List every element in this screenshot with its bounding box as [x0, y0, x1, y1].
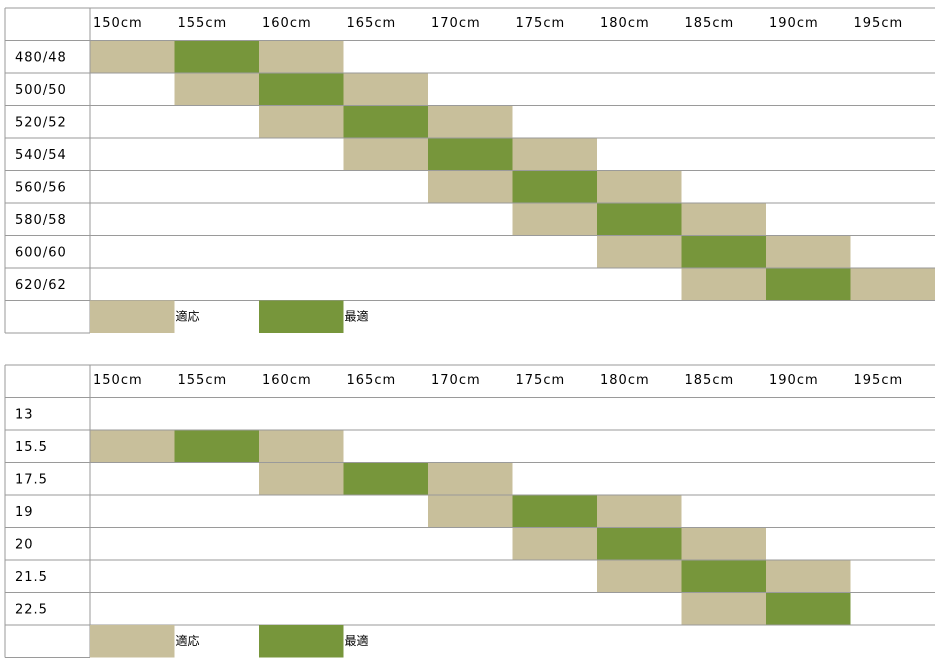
legend-label: 最適 — [345, 308, 369, 323]
row-label: 480/48 — [15, 50, 67, 65]
column-header: 155cm — [178, 16, 228, 31]
fit-cell — [343, 73, 428, 106]
row-label: 22.5 — [15, 602, 48, 617]
legend-label: 適応 — [176, 633, 200, 648]
column-header: 170cm — [431, 16, 481, 31]
fit-cell — [597, 495, 682, 528]
row-label: 540/54 — [15, 148, 67, 163]
fit-cell — [597, 203, 682, 236]
fit-cell — [90, 40, 175, 73]
row-label: 17.5 — [15, 472, 48, 487]
fit-cell — [343, 138, 428, 171]
column-header: 195cm — [854, 16, 904, 31]
fit-cell — [766, 560, 851, 593]
fit-cell — [259, 40, 344, 73]
row-label: 21.5 — [15, 570, 48, 585]
fit-cell — [512, 495, 597, 528]
fit-cell — [766, 592, 851, 625]
row-label: 500/50 — [15, 83, 67, 98]
column-header: 160cm — [262, 16, 312, 31]
column-header: 160cm — [262, 373, 312, 388]
fit-cell — [681, 268, 766, 301]
legend-swatch — [259, 625, 344, 658]
fit-cell — [174, 40, 259, 73]
fit-cell — [259, 105, 344, 138]
column-header: 190cm — [769, 16, 819, 31]
fit-cell — [512, 527, 597, 560]
row-label: 560/56 — [15, 180, 67, 195]
fit-cell — [681, 235, 766, 268]
row-label: 580/58 — [15, 213, 67, 228]
legend-swatch — [90, 300, 175, 333]
row-label: 600/60 — [15, 245, 67, 260]
row-label: 620/62 — [15, 278, 67, 293]
column-header: 165cm — [347, 373, 397, 388]
fit-cell — [850, 268, 935, 301]
column-header: 185cm — [685, 373, 735, 388]
column-header: 190cm — [769, 373, 819, 388]
fit-cell — [512, 170, 597, 203]
fit-cell — [174, 73, 259, 106]
fit-cell — [766, 268, 851, 301]
fit-cell — [597, 527, 682, 560]
fit-cell — [681, 560, 766, 593]
fit-cell — [597, 560, 682, 593]
column-header: 150cm — [93, 16, 143, 31]
legend-swatch — [90, 625, 175, 658]
row-label: 520/52 — [15, 115, 67, 130]
column-header: 175cm — [516, 16, 566, 31]
legend-swatch — [259, 300, 344, 333]
legend-label: 最適 — [345, 633, 369, 648]
column-header: 170cm — [431, 373, 481, 388]
fit-cell — [259, 73, 344, 106]
column-header: 180cm — [600, 16, 650, 31]
fit-cell — [428, 105, 513, 138]
fit-cell — [428, 170, 513, 203]
column-header: 180cm — [600, 373, 650, 388]
fit-cell — [597, 170, 682, 203]
fit-cell — [259, 462, 344, 495]
column-header: 155cm — [178, 373, 228, 388]
fit-cell — [343, 105, 428, 138]
column-header: 175cm — [516, 373, 566, 388]
fit-cell — [343, 462, 428, 495]
fit-cell — [681, 203, 766, 236]
column-header: 195cm — [854, 373, 904, 388]
column-header: 165cm — [347, 16, 397, 31]
fit-cell — [90, 430, 175, 463]
column-header: 150cm — [93, 373, 143, 388]
fit-cell — [681, 527, 766, 560]
row-label: 13 — [15, 407, 34, 422]
fit-cell — [512, 203, 597, 236]
row-label: 19 — [15, 505, 34, 520]
fit-cell — [766, 235, 851, 268]
fit-cell — [259, 430, 344, 463]
legend-label: 適応 — [176, 308, 200, 323]
fit-cell — [428, 138, 513, 171]
fit-cell — [428, 462, 513, 495]
row-label: 20 — [15, 537, 34, 552]
fit-cell — [681, 592, 766, 625]
fit-cell — [174, 430, 259, 463]
fit-cell — [512, 138, 597, 171]
fit-cell — [428, 495, 513, 528]
row-label: 15.5 — [15, 440, 48, 455]
fit-cell — [597, 235, 682, 268]
column-header: 185cm — [685, 16, 735, 31]
